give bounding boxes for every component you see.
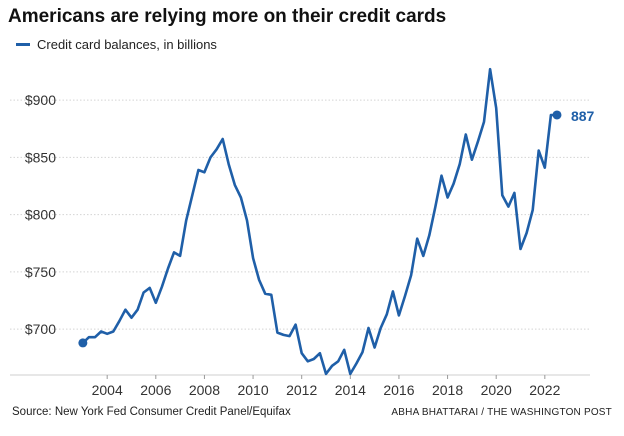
legend: Credit card balances, in billions [16, 37, 217, 52]
y-tick-label: $700 [25, 321, 56, 337]
y-tick-label: $900 [25, 92, 56, 108]
x-tick-label: 2010 [237, 382, 268, 398]
x-tick-label: 2016 [383, 382, 414, 398]
end-point [552, 110, 562, 120]
legend-label: Credit card balances, in billions [37, 37, 217, 52]
chart-title: Americans are relying more on their cred… [8, 6, 447, 27]
x-tick-label: 2004 [92, 382, 123, 398]
x-tick-label: 2020 [481, 382, 512, 398]
y-tick-label: $850 [25, 149, 56, 165]
credit-line: ABHA BHATTARAI / THE WASHINGTON POST [391, 407, 612, 418]
end-value-label: 887 [571, 108, 595, 124]
x-tick-label: 2012 [286, 382, 317, 398]
x-tick-label: 2018 [432, 382, 463, 398]
x-tick-label: 2014 [335, 382, 366, 398]
y-tick-label: $800 [25, 207, 56, 223]
x-tick-label: 2006 [140, 382, 171, 398]
legend-swatch [16, 43, 30, 46]
x-tick-label: 2008 [189, 382, 220, 398]
start-point [78, 338, 88, 348]
source-note: Source: New York Fed Consumer Credit Pan… [12, 406, 291, 418]
x-tick-label: 2022 [529, 382, 560, 398]
series-line [81, 67, 559, 376]
y-tick-label: $750 [25, 264, 56, 280]
